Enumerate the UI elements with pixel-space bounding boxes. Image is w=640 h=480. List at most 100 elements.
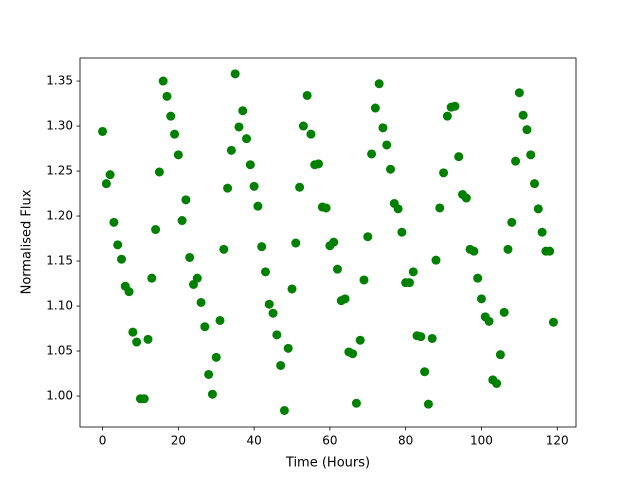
data-point [526, 150, 536, 160]
data-point [492, 378, 502, 388]
data-point [238, 106, 248, 116]
data-point [253, 201, 263, 211]
data-point [450, 101, 460, 111]
data-point [533, 204, 543, 214]
data-point [245, 160, 255, 170]
data-point [170, 129, 180, 139]
data-point [503, 244, 513, 254]
data-point [132, 337, 142, 347]
data-point [230, 69, 240, 79]
data-point [105, 170, 115, 180]
data-point [276, 360, 286, 370]
data-point [537, 227, 547, 237]
data-point [158, 76, 168, 86]
data-point [518, 110, 528, 120]
data-point [404, 278, 414, 288]
y-tick-label: 1.00 [46, 389, 73, 403]
data-point [143, 334, 153, 344]
data-point [454, 152, 464, 162]
data-point [268, 308, 278, 318]
data-point [431, 255, 441, 265]
data-point [196, 297, 206, 307]
data-point [397, 227, 407, 237]
data-point [192, 273, 202, 283]
y-tick-label: 1.05 [46, 344, 73, 358]
data-point [416, 332, 426, 342]
data-point [548, 317, 558, 327]
y-tick-label: 1.10 [46, 299, 73, 313]
data-point [260, 267, 270, 277]
y-tick-label: 1.25 [46, 164, 73, 178]
data-point [530, 179, 540, 189]
data-point [139, 394, 149, 404]
data-point [249, 181, 259, 191]
x-tick-label: 60 [322, 434, 337, 448]
y-tick-label: 1.30 [46, 119, 73, 133]
data-point [226, 145, 236, 155]
data-point [207, 389, 217, 399]
data-point [386, 164, 396, 174]
data-point [200, 322, 210, 332]
data-point [473, 273, 483, 283]
data-point [363, 232, 373, 242]
x-tick-label: 40 [246, 434, 261, 448]
data-point [469, 246, 479, 256]
data-point [101, 179, 111, 189]
data-point [420, 367, 430, 377]
data-point [113, 240, 123, 250]
data-point [162, 91, 172, 101]
data-point [215, 315, 225, 325]
data-point [204, 369, 214, 379]
data-point [514, 88, 524, 98]
data-point [332, 264, 342, 274]
data-point [264, 299, 274, 309]
x-tick-label: 80 [398, 434, 413, 448]
data-point [545, 246, 555, 256]
data-point [378, 123, 388, 133]
data-point [427, 333, 437, 343]
data-point [287, 284, 297, 294]
data-point [499, 307, 509, 317]
data-point [423, 399, 433, 409]
y-tick-label: 1.20 [46, 209, 73, 223]
data-point [329, 237, 339, 247]
data-point [181, 195, 191, 205]
x-axis-label: Time (Hours) [285, 456, 370, 471]
data-point [116, 254, 126, 264]
data-point [177, 216, 187, 226]
data-point [370, 103, 380, 113]
data-point [393, 204, 403, 214]
data-point [128, 327, 138, 337]
data-point [507, 217, 517, 227]
data-point [476, 294, 486, 304]
data-point [151, 225, 161, 235]
data-point [257, 242, 267, 252]
data-point [298, 121, 308, 131]
data-point [511, 156, 521, 166]
data-point [484, 316, 494, 326]
data-point [166, 111, 176, 121]
data-point [348, 349, 358, 359]
x-tick-label: 100 [470, 434, 493, 448]
y-tick-label: 1.35 [46, 74, 73, 88]
data-point [295, 182, 305, 192]
data-point [242, 134, 252, 144]
x-tick-label: 120 [546, 434, 569, 448]
data-point [302, 90, 312, 100]
data-point [351, 398, 361, 408]
data-point [291, 238, 301, 248]
data-point [147, 273, 157, 283]
data-point [279, 405, 289, 415]
data-point [442, 111, 452, 121]
data-point [374, 79, 384, 89]
data-point [109, 217, 119, 227]
data-point [439, 168, 449, 178]
data-point [367, 149, 377, 159]
data-point [435, 203, 445, 213]
data-point [223, 183, 233, 193]
plot-frame [79, 57, 577, 428]
data-point [355, 335, 365, 345]
data-point [321, 203, 331, 213]
